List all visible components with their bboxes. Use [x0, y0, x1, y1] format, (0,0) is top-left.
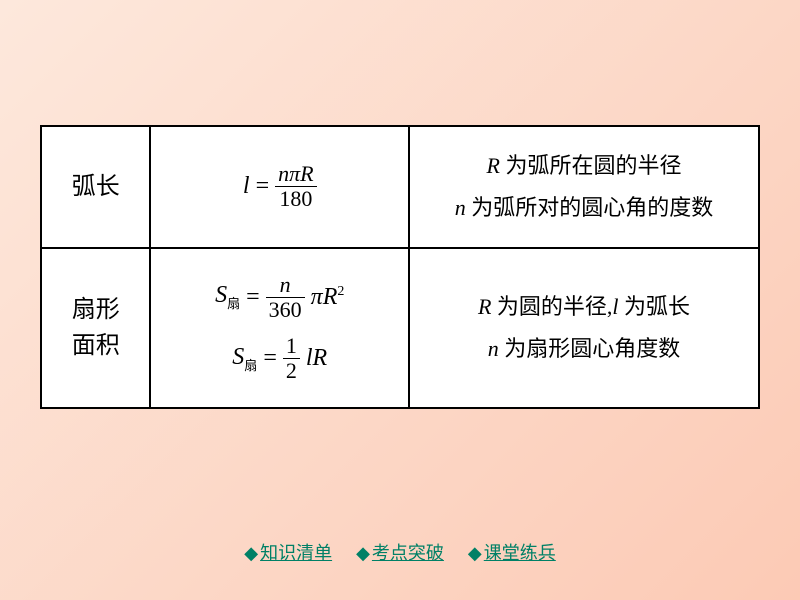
- formula-lhs: S扇: [232, 344, 257, 374]
- desc-line: R 为弧所在圆的半径: [487, 145, 682, 187]
- var: R: [478, 294, 491, 319]
- formula-lhs: S扇: [215, 282, 240, 312]
- formula-table: 弧长 l = nπR 180 R 为弧所在圆的半径 n 为弧所对的圆心角的度数: [40, 125, 760, 409]
- numerator: n: [277, 273, 294, 297]
- var: R: [487, 153, 500, 178]
- fraction: n 360: [266, 273, 305, 322]
- fraction: nπR 180: [275, 162, 316, 211]
- row-label: 弧长: [72, 169, 120, 205]
- fraction: 1 2: [283, 334, 300, 383]
- nav-label: 考点突破: [372, 543, 444, 563]
- var: n: [455, 195, 466, 220]
- nav-label: 课堂练兵: [484, 543, 556, 563]
- equals: =: [263, 345, 277, 372]
- bullet-icon: ◆: [468, 543, 482, 564]
- equals: =: [246, 284, 260, 311]
- formula-tail: πR2: [311, 284, 345, 311]
- sector-area-formula-2: S扇 = 1 2 lR: [232, 334, 327, 383]
- nav-link-knowledge[interactable]: ◆知识清单: [244, 543, 332, 563]
- desc-text: 为扇形圆心角度数: [499, 336, 681, 361]
- desc-text: 为弧所对的圆心角的度数: [466, 195, 714, 220]
- equals: =: [256, 173, 270, 200]
- formula-cell: l = nπR 180: [151, 127, 410, 247]
- nav-link-practice[interactable]: ◆课堂练兵: [468, 543, 556, 563]
- sector-area-formula-1: S扇 = n 360 πR2: [215, 273, 344, 322]
- nav-label: 知识清单: [260, 543, 332, 563]
- nav-link-keypoints[interactable]: ◆考点突破: [356, 543, 444, 563]
- numerator: 1: [283, 334, 300, 358]
- arc-length-formula: l = nπR 180: [243, 162, 317, 211]
- description-cell: R 为弧所在圆的半径 n 为弧所对的圆心角的度数: [410, 127, 758, 247]
- formula-tail: lR: [306, 345, 327, 372]
- denominator: 360: [266, 298, 305, 322]
- desc-line: n 为扇形圆心角度数: [488, 328, 681, 370]
- bullet-icon: ◆: [356, 543, 370, 564]
- desc-line: n 为弧所对的圆心角的度数: [455, 187, 714, 229]
- bottom-nav: ◆知识清单 ◆考点突破 ◆课堂练兵: [0, 539, 800, 565]
- denominator: 2: [283, 359, 300, 383]
- row-label-line: 面积: [72, 328, 120, 364]
- row-label-line: 扇形: [72, 292, 120, 328]
- description-cell: R 为圆的半径,l 为弧长 n 为扇形圆心角度数: [410, 249, 758, 408]
- desc-line: R 为圆的半径,l 为弧长: [478, 286, 690, 328]
- denominator: 180: [276, 187, 315, 211]
- desc-text: 为弧长: [619, 294, 691, 319]
- row-label-cell: 弧长: [42, 127, 151, 247]
- bullet-icon: ◆: [244, 543, 258, 564]
- var: n: [488, 336, 499, 361]
- desc-text: 为圆的半径,: [491, 294, 612, 319]
- formula-lhs: l: [243, 173, 250, 200]
- numerator: nπR: [275, 162, 316, 186]
- table-row: 扇形 面积 S扇 = n 360 πR2 S扇 = 1 2: [42, 247, 758, 408]
- table-row: 弧长 l = nπR 180 R 为弧所在圆的半径 n 为弧所对的圆心角的度数: [42, 125, 758, 247]
- row-label-cell: 扇形 面积: [42, 249, 151, 408]
- formula-cell: S扇 = n 360 πR2 S扇 = 1 2 lR: [151, 249, 410, 408]
- desc-text: 为弧所在圆的半径: [500, 153, 682, 178]
